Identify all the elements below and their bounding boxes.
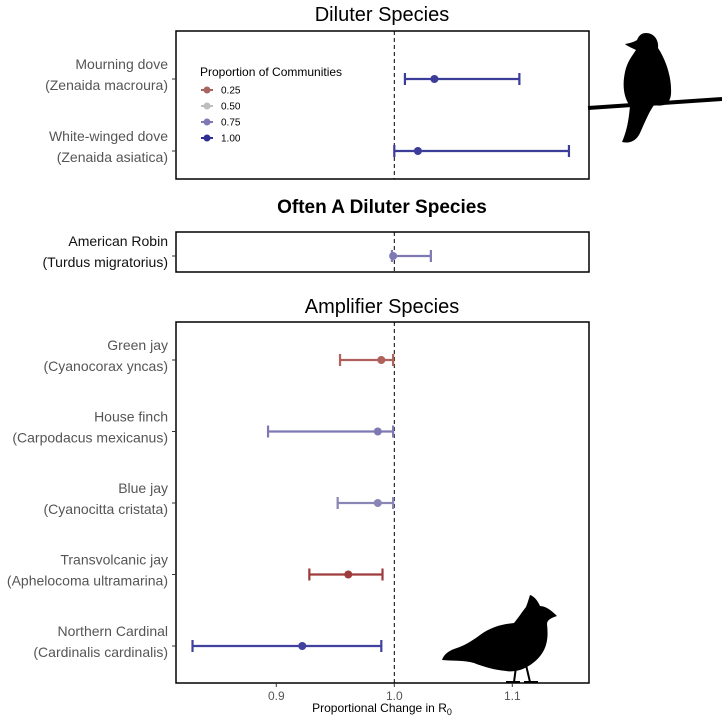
point-estimate bbox=[377, 356, 386, 364]
point-estimate bbox=[373, 499, 382, 507]
legend-label: 1.00 bbox=[221, 134, 241, 145]
point-estimate bbox=[298, 642, 307, 650]
legend-swatch-dot bbox=[203, 134, 211, 142]
legend-label: 0.25 bbox=[221, 86, 241, 97]
panel-frame bbox=[175, 231, 590, 273]
point-estimate bbox=[389, 252, 398, 260]
legend-item: 0.75 bbox=[201, 118, 241, 129]
species-row: House finch (Carpodacus mexicanus) bbox=[12, 409, 395, 446]
panel-0: Diluter Species Mourning dove (Zenaida mac… bbox=[45, 4, 590, 180]
species-latin-label: (Aphelocoma ultramarina) bbox=[7, 573, 168, 589]
species-common-label: White-winged dove bbox=[49, 128, 168, 144]
species-common-label: Blue jay bbox=[118, 480, 168, 496]
panel-title: Amplifier Species bbox=[305, 296, 460, 318]
legend-swatch-dot bbox=[203, 86, 211, 94]
legend-swatch-dot bbox=[203, 118, 211, 126]
x-axis-title: Proportional Change in R0 bbox=[312, 701, 452, 717]
species-common-label: Green jay bbox=[107, 337, 168, 353]
species-latin-label: (Turdus migratorius) bbox=[42, 254, 168, 270]
dove-silhouette-icon bbox=[587, 33, 722, 143]
species-row: Mourning dove (Zenaida macroura) bbox=[45, 56, 521, 93]
species-row: Blue jay (Cyanocitta cristata) bbox=[44, 480, 395, 517]
panel-1: Often A Diluter Species American Robin (Tu… bbox=[42, 197, 590, 273]
species-row: American Robin (Turdus migratorius) bbox=[42, 233, 432, 270]
legend-item: 1.00 bbox=[201, 134, 241, 145]
species-latin-label: (Carpodacus mexicanus) bbox=[12, 430, 168, 446]
panel-title: Often A Diluter Species bbox=[277, 197, 487, 218]
legend-title: Proportion of Communities bbox=[200, 65, 342, 79]
species-latin-label: (Zenaida asiatica) bbox=[57, 149, 168, 165]
species-row: White-winged dove (Zenaida asiatica) bbox=[49, 128, 571, 165]
species-row: Transvolcanic jay (Aphelocoma ultramarina… bbox=[7, 552, 384, 589]
species-row: Northern Cardinal (Cardinalis cardinalis) bbox=[33, 623, 383, 660]
point-estimate bbox=[344, 570, 353, 579]
species-common-label: Mourning dove bbox=[75, 56, 168, 72]
species-latin-label: (Cyanocorax yncas) bbox=[44, 358, 169, 374]
panel-2: Amplifier Species Green jay (Cyanocorax yn… bbox=[7, 296, 590, 684]
species-common-label: Transvolcanic jay bbox=[60, 552, 168, 568]
x-tick-label: 1.1 bbox=[504, 689, 521, 703]
species-common-label: House finch bbox=[94, 409, 168, 425]
species-latin-label: (Cyanocitta cristata) bbox=[44, 501, 168, 517]
x-tick-label: 1.0 bbox=[386, 689, 403, 703]
legend-label: 0.75 bbox=[221, 118, 241, 129]
x-axis: 0.9 1.0 1.1 bbox=[268, 683, 521, 703]
point-estimate bbox=[373, 427, 382, 436]
species-row: Green jay (Cyanocorax yncas) bbox=[44, 337, 395, 374]
legend-label: 0.50 bbox=[221, 102, 241, 113]
species-latin-label: (Zenaida macroura) bbox=[45, 77, 168, 93]
legend-swatch-dot bbox=[203, 102, 211, 110]
point-estimate bbox=[413, 147, 422, 155]
legend-item: 0.50 bbox=[201, 102, 241, 113]
chart-panels: Diluter Species Mourning dove (Zenaida mac… bbox=[7, 4, 590, 684]
legend: Proportion of Communities 0.25 0.50 0.75 1.0… bbox=[200, 65, 342, 145]
point-estimate bbox=[430, 75, 439, 83]
x-tick-label: 0.9 bbox=[268, 689, 285, 703]
panel-title: Diluter Species bbox=[315, 4, 450, 26]
legend-item: 0.25 bbox=[201, 86, 241, 97]
species-common-label: Northern Cardinal bbox=[58, 623, 169, 639]
species-common-label: American Robin bbox=[68, 233, 168, 249]
panel-frame bbox=[175, 30, 590, 180]
cardinal-silhouette-icon bbox=[442, 595, 557, 683]
species-latin-label: (Cardinalis cardinalis) bbox=[33, 644, 168, 660]
